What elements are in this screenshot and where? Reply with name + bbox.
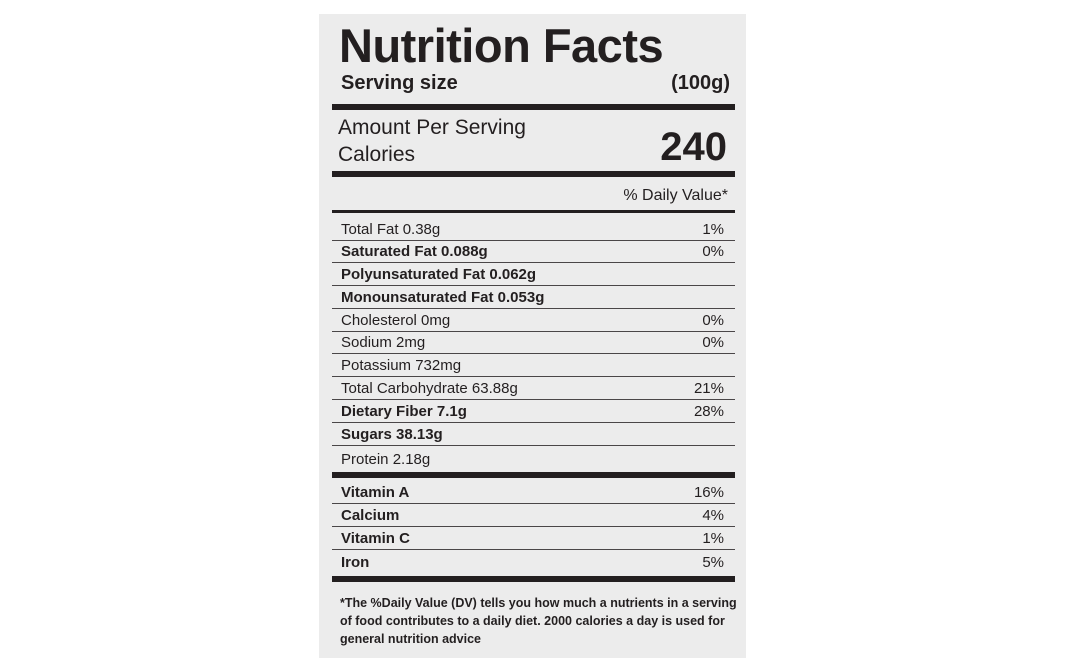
serving-size-label: Serving size (341, 72, 458, 94)
vitamin-row: Vitamin C 1% (332, 528, 735, 550)
nutrient-row: Monounsaturated Fat 0.053g (332, 287, 735, 309)
vitamin-row: Vitamin A 16% (332, 482, 735, 504)
nutrient-daily-value: 1% (702, 221, 724, 238)
vitamin-daily-value: 1% (702, 530, 724, 547)
divider (332, 210, 735, 213)
nutrient-name: Cholesterol 0mg (341, 312, 451, 329)
nutrient-name: Total Fat 0.38g (341, 221, 441, 238)
nutrient-row: Polyunsaturated Fat 0.062g (332, 264, 735, 286)
nutrient-daily-value: 0% (702, 243, 724, 260)
nutrient-row: Protein 2.18g (332, 448, 735, 470)
nutrient-daily-value: 28% (693, 403, 724, 420)
divider (332, 576, 735, 582)
label-title: Nutrition Facts (339, 19, 664, 72)
nutrient-daily-value: 0% (702, 334, 724, 351)
nutrient-daily-value: 21% (693, 380, 724, 397)
nutrient-name: Saturated Fat 0.088g (341, 243, 488, 260)
nutrient-name: Monounsaturated Fat 0.053g (341, 289, 545, 306)
calories-label: Calories (338, 143, 416, 166)
serving-size-value: (100g) (671, 72, 730, 94)
nutrient-row: Sugars 38.13g (332, 424, 735, 446)
nutrient-name: Sodium 2mg (341, 334, 426, 351)
vitamin-name: Vitamin C (341, 530, 410, 547)
divider (332, 472, 735, 478)
vitamin-name: Vitamin A (341, 484, 410, 501)
nutrient-name: Polyunsaturated Fat 0.062g (341, 266, 537, 283)
nutrient-name: Dietary Fiber 7.1g (341, 403, 467, 420)
nutrient-daily-value: 0% (702, 312, 724, 329)
vitamin-row: Calcium 4% (332, 505, 735, 527)
vitamin-daily-value: 4% (702, 507, 724, 524)
vitamin-daily-value: 16% (693, 484, 724, 501)
nutrient-row: Saturated Fat 0.088g 0% (332, 241, 735, 263)
amount-per-serving: Amount Per Serving (338, 116, 526, 139)
daily-value-footnote: *The %Daily Value (DV) tells you how muc… (340, 596, 737, 646)
nutrient-name: Potassium 732mg (341, 357, 462, 374)
nutrient-row: Sodium 2mg 0% (332, 332, 735, 354)
nutrient-row: Total Fat 0.38g 1% (332, 219, 735, 241)
vitamin-name: Calcium (341, 507, 400, 524)
nutrient-name: Total Carbohydrate 63.88g (341, 380, 518, 397)
vitamin-name: Iron (341, 554, 370, 571)
nutrient-name: Sugars 38.13g (341, 426, 443, 443)
nutrient-row: Dietary Fiber 7.1g 28% (332, 401, 735, 423)
nutrition-facts-label: Nutrition Facts Serving size (100g) Amou… (319, 14, 746, 658)
nutrient-row: Total Carbohydrate 63.88g 21% (332, 378, 735, 400)
nutrient-row: Potassium 732mg (332, 355, 735, 377)
divider (332, 104, 735, 110)
calories-value: 240 (660, 125, 727, 169)
nutrient-name: Protein 2.18g (341, 451, 431, 468)
vitamin-daily-value: 5% (702, 554, 724, 571)
nutrient-row: Cholesterol 0mg 0% (332, 310, 735, 332)
divider (332, 171, 735, 177)
daily-value-header: % Daily Value* (623, 187, 728, 204)
vitamin-row: Iron 5% (332, 551, 735, 573)
